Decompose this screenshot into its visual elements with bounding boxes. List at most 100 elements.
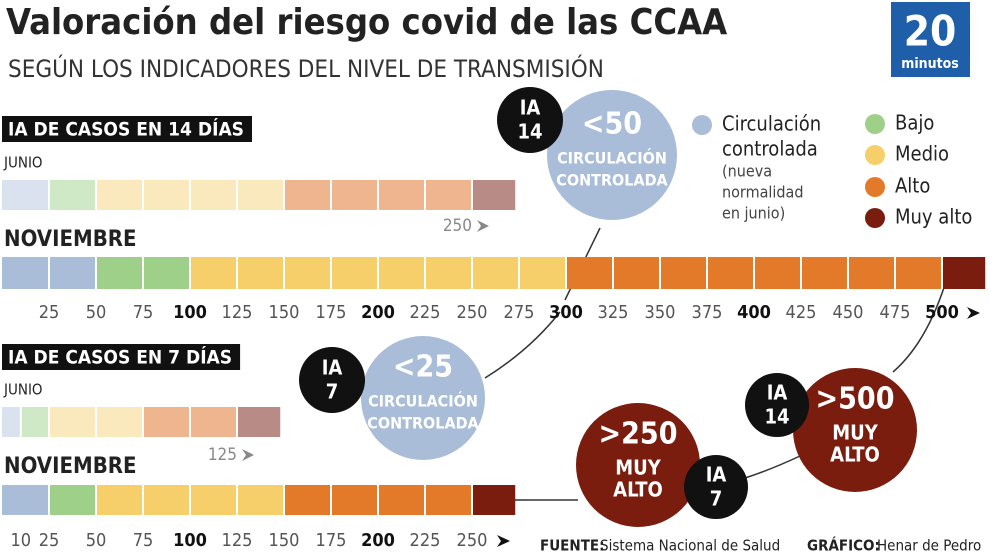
bubble-tag-text: IA [767,381,788,405]
tick-label: 475 [880,302,911,323]
tick-label: 425 [786,302,817,323]
bubble-text: CIRCULACIÓN [368,392,478,411]
bubble-text: ALTO [830,443,880,467]
tick-label: 175 [316,530,347,551]
tick-label: 175 [316,302,347,323]
footer-credit: Henar de Pedro [877,537,981,555]
subtitle: SEGÚN LOS INDICADORES DEL NIVEL DE TRANS… [8,53,604,83]
bubble [576,403,700,527]
legend-label: controlada [722,137,818,161]
bubble-text: CONTROLADA [556,171,668,190]
marker-label: 125 [208,445,237,465]
footer-source: Sistema Nacional de Salud [600,537,780,555]
bubble-tag-text: 14 [764,405,789,429]
tick-label: 250 [457,302,488,323]
legend-swatch [865,208,885,228]
row-label: NOVIEMBRE [4,454,137,479]
bubble [361,336,485,460]
legend-label: Muy alto [895,205,972,229]
legend-note: normalidad [722,183,804,202]
legend-swatch [865,177,885,197]
bubble-value: >250 [599,417,678,452]
bubble-text: MUY [832,421,879,445]
logo-text: minutos [901,56,959,72]
tick-label: 325 [598,302,629,323]
tick-label: 50 [86,302,107,323]
tick-label: 75 [133,530,154,551]
bubble-value: <25 [393,350,453,385]
tick-label: 250 [457,530,488,551]
tick-label: 25 [39,302,60,323]
marker-arrow [242,449,254,461]
footer-source-label: FUENTE: [540,537,605,555]
bubble-text: CIRCULACIÓN [557,149,667,168]
tick-label: 300 [549,302,583,323]
bubble-value: <50 [582,107,642,142]
legend-label: Bajo [895,111,934,135]
bar-segment [20,407,49,437]
tick-label: 500 [925,302,959,323]
bubble-tag [497,87,563,153]
legend-label: Alto [895,174,930,198]
tick-label: 100 [173,530,207,551]
tick-label: 50 [86,530,107,551]
bubble-tag-text: IA [520,96,541,120]
panel-title: IA DE CASOS EN 7 DÍAS [8,346,232,369]
tick-label: 100 [173,302,207,323]
title: Valoración del riesgo covid de las CCAA [6,2,727,43]
legend-swatch [865,145,885,165]
legend-swatch [865,114,885,134]
bubble [793,368,917,492]
bar-segment [472,180,516,210]
tick-label: 225 [410,530,441,551]
bubble-tag [299,347,365,413]
bubble-tag-text: 7 [710,487,723,511]
bar-segment [2,485,49,515]
marker-label: 250 [443,216,472,236]
bubble [547,90,677,220]
tick-label: 275 [504,302,535,323]
marker-arrow [477,220,489,232]
tick-label: 150 [269,530,300,551]
tick-label: 10 [10,530,31,551]
tick-label: 25 [39,530,60,551]
tick-label: 125 [222,530,253,551]
axis-arrow [967,307,980,319]
tick-label: 375 [692,302,723,323]
legend-swatch [692,115,712,135]
axis-arrow [497,535,510,547]
bar-segment [2,180,49,210]
tick-label: 200 [361,302,395,323]
legend-label: Circulación [722,112,821,136]
bar-segment [472,485,516,515]
bubble-value: >500 [816,382,895,417]
bar-segment [49,180,96,210]
row-label: JUNIO [3,381,43,399]
bubble-tag [684,455,748,519]
tick-label: 200 [361,530,395,551]
tick-label: 225 [410,302,441,323]
row-label: NOVIEMBRE [4,227,137,252]
bubble-tag-text: 7 [326,380,339,404]
bar-segment [2,407,21,437]
row-label: JUNIO [3,154,43,172]
bubble-text: CONTROLADA [367,414,479,433]
bubble-text: MUY [615,456,662,480]
panel-title-bg [2,116,252,142]
bar-segment [49,485,96,515]
logo-number: 20 [904,7,957,56]
panel-title: IA DE CASOS EN 14 DÍAS [8,118,244,141]
bubble-text: ALTO [613,478,663,502]
bubble-tag-text: 14 [517,120,542,144]
logo [891,2,970,77]
tick-label: 400 [737,302,771,323]
bar-segment [237,407,281,437]
legend-label: Medio [895,142,949,166]
bubble-tag-text: IA [322,356,343,380]
legend-note: (nueva [722,162,772,181]
tick-label: 75 [133,302,154,323]
bar-segment [942,257,986,289]
tick-label: 450 [833,302,864,323]
legend-note: en junio) [722,204,785,223]
